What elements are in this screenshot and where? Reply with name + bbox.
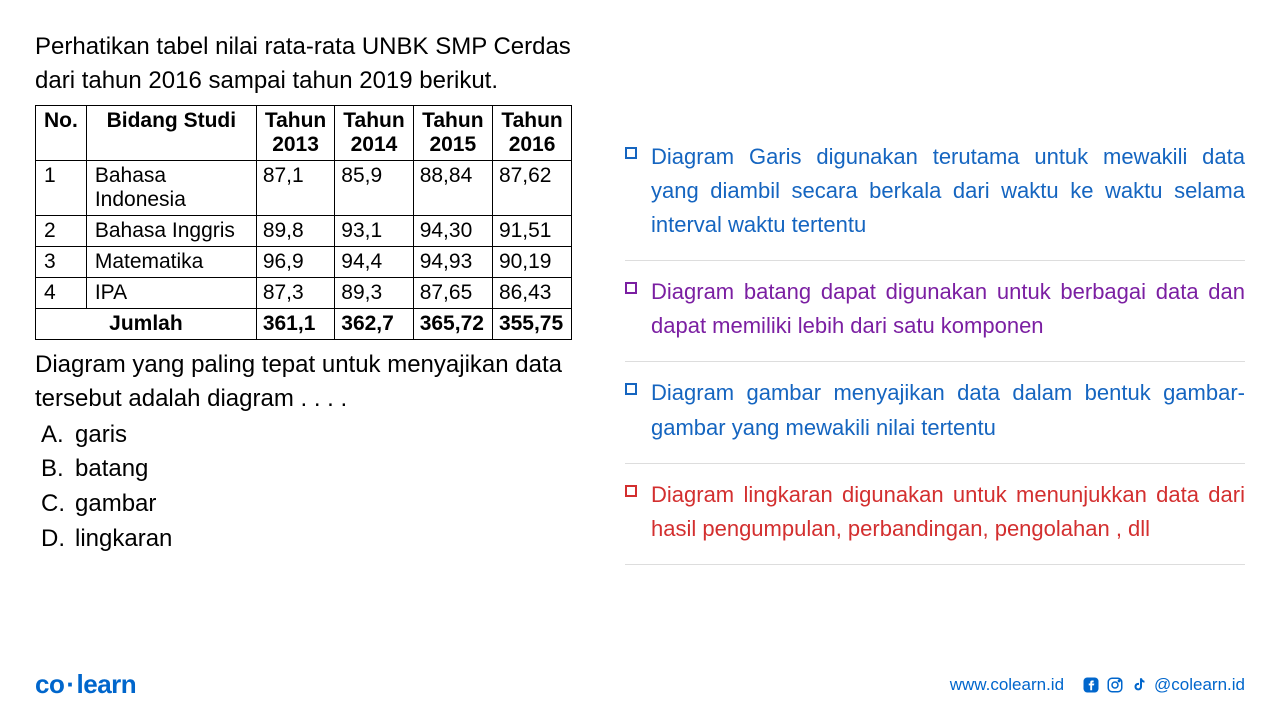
divider (625, 260, 1245, 261)
explanation-column: Diagram Garis digunakan terutama untuk m… (625, 30, 1245, 579)
option-letter: A. (41, 418, 75, 453)
question-column: Perhatikan tabel nilai rata-rata UNBK SM… (35, 30, 595, 579)
footer-handle[interactable]: @colearn.id (1154, 675, 1245, 695)
question-prompt: Diagram yang paling tepat untuk menyajik… (35, 348, 595, 415)
option-text: lingkaran (75, 522, 172, 557)
cell-value: 91,51 (492, 216, 571, 247)
table-row: 3Matematika96,994,494,9390,19 (36, 247, 572, 278)
cell-subject: BahasaIndonesia (86, 161, 256, 216)
option-letter: B. (41, 452, 75, 487)
table-row: 1BahasaIndonesia87,185,988,8487,62 (36, 161, 572, 216)
table-row: 4IPA87,389,387,6586,43 (36, 278, 572, 309)
cell-value: 86,43 (492, 278, 571, 309)
cell-value: 93,1 (335, 216, 413, 247)
explanation-text: Diagram gambar menyajikan data dalam ben… (651, 376, 1245, 444)
total-value: 362,7 (335, 309, 413, 340)
divider (625, 361, 1245, 362)
header-year-3: Tahun2016 (492, 106, 571, 161)
footer-url[interactable]: www.colearn.id (950, 675, 1064, 695)
cell-value: 88,84 (413, 161, 492, 216)
cell-subject: IPA (86, 278, 256, 309)
explanation-item: Diagram batang dapat digunakan untuk ber… (625, 275, 1245, 343)
cell-value: 89,8 (256, 216, 334, 247)
cell-value: 94,93 (413, 247, 492, 278)
cell-value: 94,30 (413, 216, 492, 247)
cell-value: 89,3 (335, 278, 413, 309)
divider (625, 564, 1245, 565)
option-letter: D. (41, 522, 75, 557)
option-row: B.batang (41, 452, 595, 487)
total-label: Jumlah (36, 309, 257, 340)
cell-no: 4 (36, 278, 87, 309)
explanation-text: Diagram Garis digunakan terutama untuk m… (651, 140, 1245, 242)
tiktok-icon[interactable] (1130, 676, 1148, 694)
cell-value: 87,1 (256, 161, 334, 216)
explanation-item: Diagram Garis digunakan terutama untuk m… (625, 140, 1245, 242)
cell-value: 90,19 (492, 247, 571, 278)
header-year-2: Tahun2015 (413, 106, 492, 161)
cell-value: 94,4 (335, 247, 413, 278)
brand-logo: co·learn (35, 669, 136, 700)
cell-no: 2 (36, 216, 87, 247)
explanation-item: Diagram gambar menyajikan data dalam ben… (625, 376, 1245, 444)
explanation-text: Diagram lingkaran digunakan untuk menunj… (651, 478, 1245, 546)
option-text: gambar (75, 487, 156, 522)
cell-no: 1 (36, 161, 87, 216)
cell-value: 96,9 (256, 247, 334, 278)
divider (625, 463, 1245, 464)
social-links: @colearn.id (1082, 675, 1245, 695)
option-row: C.gambar (41, 487, 595, 522)
option-letter: C. (41, 487, 75, 522)
question-intro: Perhatikan tabel nilai rata-rata UNBK SM… (35, 30, 595, 97)
option-text: batang (75, 452, 148, 487)
cell-value: 87,3 (256, 278, 334, 309)
option-text: garis (75, 418, 127, 453)
total-value: 365,72 (413, 309, 492, 340)
explanation-item: Diagram lingkaran digunakan untuk menunj… (625, 478, 1245, 546)
total-value: 355,75 (492, 309, 571, 340)
cell-value: 85,9 (335, 161, 413, 216)
facebook-icon[interactable] (1082, 676, 1100, 694)
table-row: 2Bahasa Inggris89,893,194,3091,51 (36, 216, 572, 247)
data-table: No. Bidang Studi Tahun2013 Tahun2014 Tah… (35, 105, 572, 340)
header-subject: Bidang Studi (86, 106, 256, 161)
answer-options: A.garisB.batangC.gambarD.lingkaran (35, 418, 595, 557)
table-total-row: Jumlah361,1362,7365,72355,75 (36, 309, 572, 340)
instagram-icon[interactable] (1106, 676, 1124, 694)
bullet-icon (625, 383, 637, 395)
cell-subject: Bahasa Inggris (86, 216, 256, 247)
header-year-0: Tahun2013 (256, 106, 334, 161)
option-row: D.lingkaran (41, 522, 595, 557)
header-no: No. (36, 106, 87, 161)
bullet-icon (625, 282, 637, 294)
bullet-icon (625, 147, 637, 159)
cell-no: 3 (36, 247, 87, 278)
cell-value: 87,65 (413, 278, 492, 309)
total-value: 361,1 (256, 309, 334, 340)
cell-value: 87,62 (492, 161, 571, 216)
header-year-1: Tahun2014 (335, 106, 413, 161)
bullet-icon (625, 485, 637, 497)
cell-subject: Matematika (86, 247, 256, 278)
explanation-text: Diagram batang dapat digunakan untuk ber… (651, 275, 1245, 343)
footer: co·learn www.colearn.id @colearn.id (0, 669, 1280, 700)
option-row: A.garis (41, 418, 595, 453)
